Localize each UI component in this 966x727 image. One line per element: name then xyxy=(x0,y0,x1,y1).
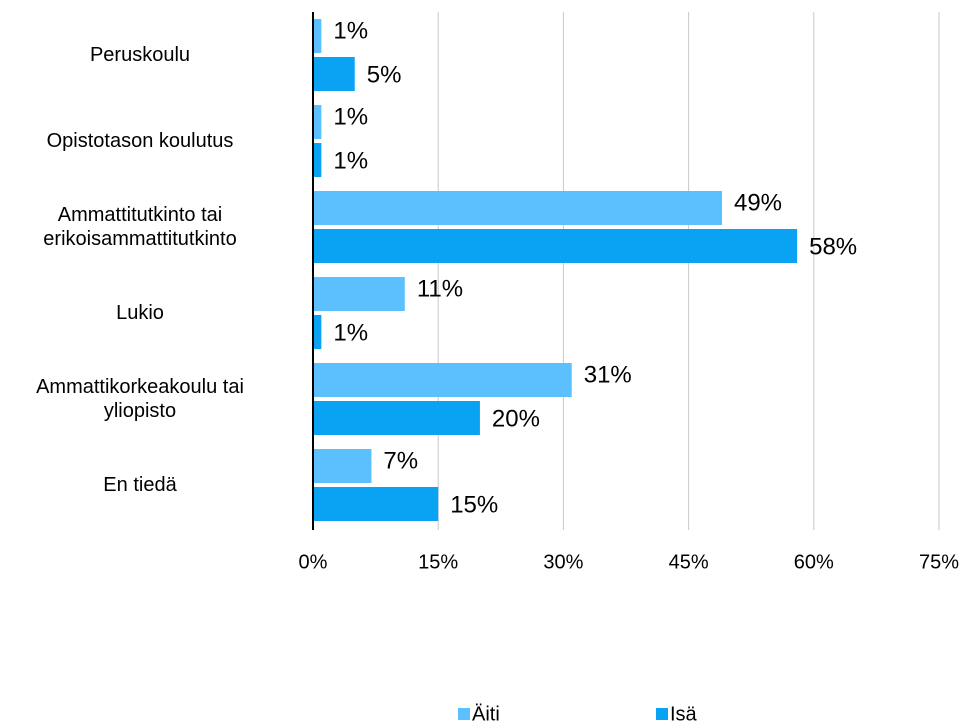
x-tick-label: 30% xyxy=(543,551,583,573)
data-label: 5% xyxy=(367,61,402,88)
legend-label: Äiti xyxy=(472,703,500,725)
category-label: Peruskoulu xyxy=(89,44,191,66)
bar xyxy=(313,315,322,349)
legend-swatch xyxy=(458,708,470,720)
bar xyxy=(313,105,322,139)
bar xyxy=(313,19,322,53)
x-tick-label: 75% xyxy=(919,551,959,573)
x-tick-label: 0% xyxy=(299,551,328,573)
data-label: 1% xyxy=(333,147,368,174)
x-tick-label: 45% xyxy=(669,551,709,573)
bar xyxy=(313,363,572,397)
data-label: 49% xyxy=(734,189,782,216)
data-label: 31% xyxy=(584,361,632,388)
data-label: 1% xyxy=(333,103,368,130)
bar xyxy=(313,191,722,225)
bar xyxy=(313,57,355,91)
data-label: 15% xyxy=(450,491,498,518)
data-label: 7% xyxy=(383,447,418,474)
legend-swatch xyxy=(656,708,668,720)
bar xyxy=(313,277,405,311)
category-label: Lukio xyxy=(116,302,164,324)
x-tick-label: 60% xyxy=(794,551,834,573)
category-label: En tiedä xyxy=(103,474,177,496)
legend-label: Isä xyxy=(670,703,698,725)
bar xyxy=(313,229,798,263)
bar xyxy=(313,449,372,483)
data-label: 1% xyxy=(333,17,368,44)
data-label: 20% xyxy=(492,405,540,432)
bar xyxy=(313,401,480,435)
data-label: 58% xyxy=(809,233,857,260)
data-label: 1% xyxy=(333,319,368,346)
bar xyxy=(313,487,439,521)
bar xyxy=(313,143,322,177)
category-label: Ammattitutkinto tai erikoisammattitutkin… xyxy=(43,204,237,250)
data-label: 11% xyxy=(417,275,463,302)
x-tick-label: 15% xyxy=(418,551,458,573)
category-label: Ammattikorkeakoulu tai yliopisto xyxy=(36,376,244,422)
category-label: Opistotason koulutus xyxy=(46,130,234,152)
